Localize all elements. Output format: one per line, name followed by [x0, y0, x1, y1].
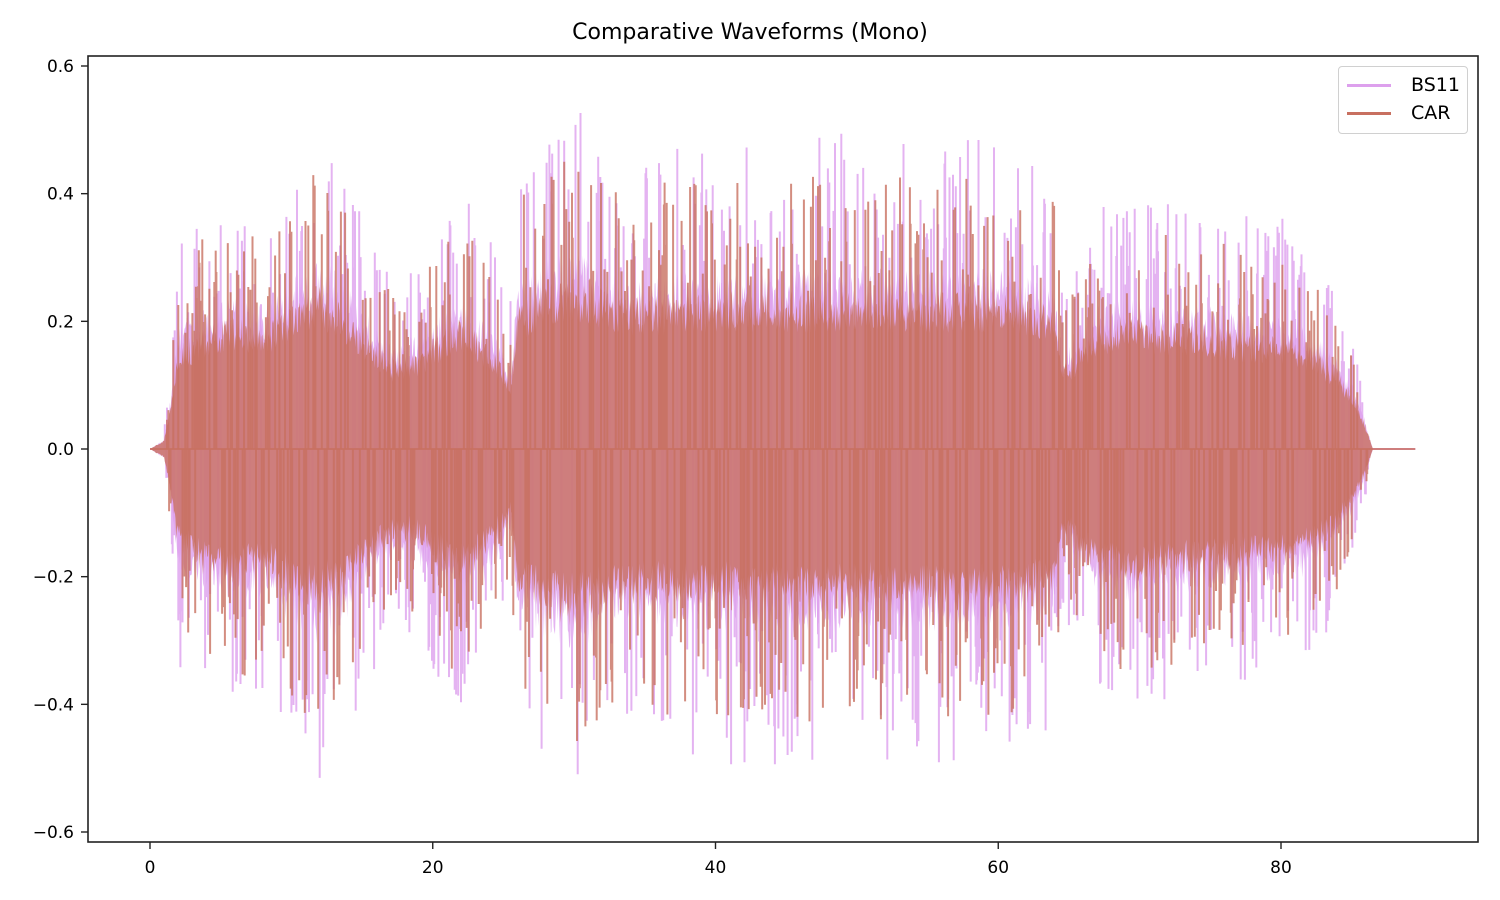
y-tick-label: −0.6 [33, 823, 74, 843]
legend-item-bs11: BS11 [1347, 73, 1460, 97]
y-tick-label: 0.0 [47, 440, 74, 460]
waveform-spikes-car [166, 161, 1369, 741]
legend-label-bs11: BS11 [1411, 74, 1460, 96]
y-tick-label: 0.6 [47, 57, 74, 77]
legend-label-car: CAR [1411, 102, 1451, 124]
legend: BS11 CAR [1338, 66, 1468, 134]
legend-swatch-bs11 [1347, 83, 1391, 87]
chart-title: Comparative Waveforms (Mono) [572, 20, 928, 45]
x-axis: 0 20 40 60 80 [145, 842, 1292, 878]
legend-item-car: CAR [1347, 101, 1450, 125]
y-tick-label: 0.2 [47, 312, 74, 332]
x-tick-label: 20 [422, 858, 444, 878]
y-tick-label: −0.4 [33, 695, 74, 715]
y-tick-label: −0.2 [33, 568, 74, 588]
legend-swatch-car [1347, 111, 1391, 115]
y-tick-label: 0.4 [47, 185, 74, 205]
x-tick-label: 0 [145, 858, 156, 878]
x-tick-label: 80 [1270, 858, 1292, 878]
x-tick-label: 60 [987, 858, 1009, 878]
y-axis: −0.6 −0.4 −0.2 0.0 0.2 0.4 0.6 [33, 57, 88, 843]
waveform-series-layer [150, 113, 1416, 778]
x-tick-label: 40 [705, 858, 727, 878]
